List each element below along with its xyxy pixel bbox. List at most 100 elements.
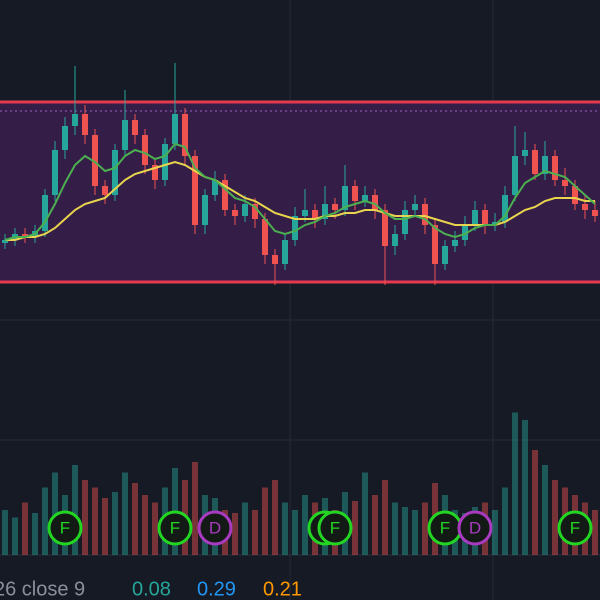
candle-body	[342, 186, 348, 210]
event-marker	[157, 510, 193, 546]
candle-body	[22, 234, 28, 237]
event-marker	[557, 510, 593, 546]
candle-body	[82, 114, 88, 135]
event-label: F	[170, 518, 180, 537]
candle-body	[382, 210, 388, 246]
volume-bar	[492, 510, 498, 555]
candle-body	[592, 210, 598, 216]
candle-body	[42, 195, 48, 231]
candle-body	[262, 219, 268, 255]
legend-text: 0.08	[132, 578, 171, 600]
event-label: F	[330, 518, 340, 537]
legend-text: 0.21	[263, 578, 302, 600]
candle-body	[162, 144, 168, 180]
candle-body	[392, 234, 398, 246]
candle-body	[302, 210, 308, 216]
volume-bar	[242, 502, 248, 555]
candle-body	[432, 225, 438, 264]
candle-body	[542, 156, 548, 174]
moving-average	[4, 142, 596, 241]
event-label: D	[209, 518, 221, 537]
candle-body	[52, 150, 58, 195]
volume-bar	[362, 472, 368, 555]
volume-bar	[282, 502, 288, 555]
candle-body	[572, 186, 578, 204]
candle-body	[372, 195, 378, 210]
volume-bar	[32, 513, 38, 555]
volume-bar	[92, 487, 98, 555]
candle-body	[362, 195, 368, 201]
candle-body	[242, 204, 248, 216]
candle-body	[132, 120, 138, 135]
candle-body	[202, 195, 208, 225]
event-label: F	[570, 518, 580, 537]
legend-text: 0.29	[197, 578, 236, 600]
candle-body	[352, 186, 358, 201]
candle-body	[442, 246, 448, 264]
volume-bar	[112, 492, 118, 555]
candle-body	[322, 204, 328, 219]
volume-bar	[532, 450, 538, 555]
volume-bar	[152, 502, 158, 555]
candle-body	[72, 114, 78, 126]
volume-bar	[392, 502, 398, 555]
volume-bar	[352, 501, 358, 555]
volume-bar	[542, 465, 548, 555]
volume-bar	[122, 472, 128, 555]
candle-body	[212, 180, 218, 195]
volume-bar	[142, 495, 148, 555]
volume-bar	[192, 462, 198, 555]
volume-bar	[132, 483, 138, 555]
candle-body	[252, 204, 258, 219]
candle-body	[332, 204, 338, 210]
candle-body	[492, 222, 498, 225]
event-label: F	[60, 518, 70, 537]
event-marker	[317, 510, 353, 546]
event-marker	[197, 510, 233, 546]
volume-bar	[422, 502, 428, 555]
volume-bar	[22, 502, 28, 555]
candle-body	[532, 150, 538, 174]
candle-body	[62, 126, 68, 150]
candle-body	[402, 210, 408, 234]
volume-bar	[12, 517, 18, 555]
candle-body	[292, 216, 298, 240]
volume-bar	[512, 412, 518, 555]
candle-body	[462, 225, 468, 240]
candle-body	[272, 255, 278, 264]
candle-body	[172, 114, 178, 144]
volume-bar	[232, 513, 238, 555]
volume-bar	[42, 487, 48, 555]
volume-bar	[522, 420, 528, 555]
candle-body	[102, 186, 108, 195]
candle-body	[552, 156, 558, 180]
volume-bar	[372, 495, 378, 555]
candle-body	[182, 114, 188, 156]
event-label: D	[469, 518, 481, 537]
volume-bar	[2, 510, 8, 555]
candle-body	[502, 195, 508, 222]
event-marker	[47, 510, 83, 546]
volume-bar	[272, 480, 278, 555]
candle-body	[562, 180, 568, 186]
volume-bar	[502, 487, 508, 555]
event-label: F	[440, 518, 450, 537]
volume-bar	[402, 507, 408, 555]
candle-body	[312, 210, 318, 219]
volume-bar	[82, 480, 88, 555]
volume-bar	[592, 510, 598, 555]
candle-body	[222, 180, 228, 210]
candle-body	[482, 210, 488, 225]
volume-bar	[252, 510, 258, 555]
candle-body	[582, 204, 588, 210]
volume-bar	[292, 510, 298, 555]
volume-bar	[382, 480, 388, 555]
candle-body	[152, 165, 158, 180]
candle-body	[282, 240, 288, 264]
candle-body	[412, 204, 418, 210]
volume-bar	[552, 480, 558, 555]
candle-body	[192, 156, 198, 225]
